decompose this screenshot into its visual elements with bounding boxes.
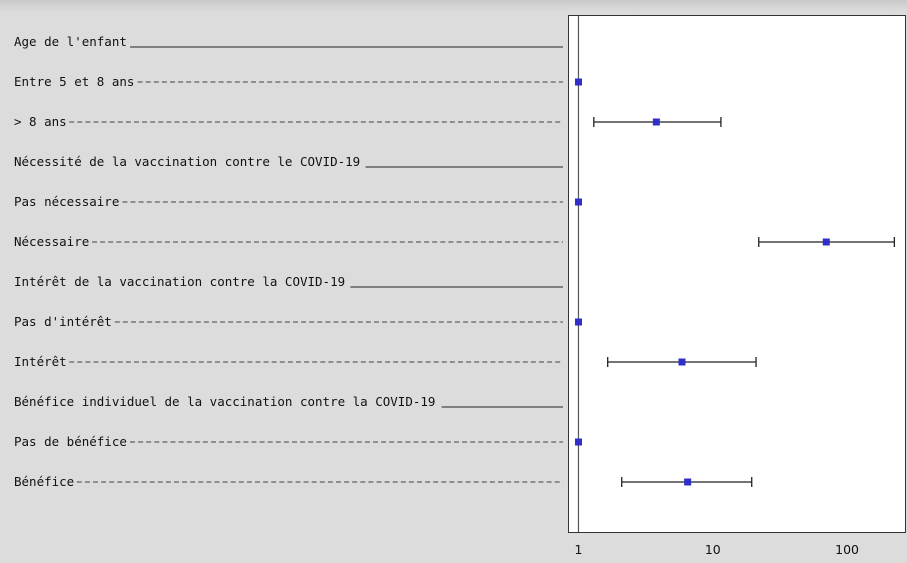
row-label: Intérêt (14, 354, 67, 369)
row-label: Intérêt de la vaccination contre la COVI… (14, 274, 345, 289)
row-label: > 8 ans (14, 114, 67, 129)
x-tick-label: 10 (705, 542, 721, 557)
row-label: Bénéfice (14, 474, 74, 489)
row-label: Nécessité de la vaccination contre le CO… (14, 154, 360, 169)
window-top-edge (0, 0, 907, 12)
reference-marker (574, 78, 582, 86)
reference-marker (574, 198, 582, 206)
row-label: Bénéfice individuel de la vaccination co… (14, 394, 435, 409)
reference-marker (574, 318, 582, 326)
row-label: Entre 5 et 8 ans (14, 74, 134, 89)
x-tick-label: 1 (575, 542, 583, 557)
x-tick-label: 100 (835, 542, 859, 557)
estimate-marker (684, 478, 692, 486)
row-label: Nécessaire (14, 234, 89, 249)
estimate-marker (822, 238, 830, 246)
plot-area (568, 15, 906, 533)
estimate-marker (652, 118, 660, 126)
estimate-marker (678, 358, 686, 366)
reference-marker (574, 438, 582, 446)
row-label: Pas d'intérêt (14, 314, 112, 329)
row-label: Age de l'enfant (14, 34, 127, 49)
row-label: Pas nécessaire (14, 194, 119, 209)
row-label: Pas de bénéfice (14, 434, 127, 449)
